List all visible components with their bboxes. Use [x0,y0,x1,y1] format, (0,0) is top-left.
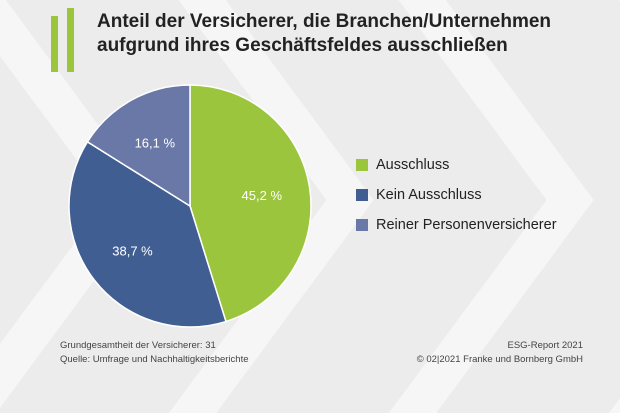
footer-source: Quelle: Umfrage und Nachhaltigkeitsberic… [60,354,249,365]
legend-label-ausschluss: Ausschluss [376,157,450,173]
legend-label-kein-ausschluss: Kein Ausschluss [376,187,482,203]
logo-bars [51,8,74,72]
footer-right: ESG-Report 2021 © 02|2021 Franke und Bor… [417,339,583,367]
chart-title-line-1: Anteil der Versicherer, die Branchen/Unt… [97,11,552,32]
pie-slice-reiner-personenversicherer [86,84,191,208]
pie-label-kein-ausschluss: 38,7 % [112,243,153,258]
pie-slice-kein-ausschluss [68,140,227,328]
legend-swatch-kein-ausschluss [356,189,368,201]
legend-item-ausschluss: Ausschluss [356,150,557,180]
legend-swatch-reiner-personenversicherer [356,219,368,231]
legend-item-reiner-personenversicherer: Reiner Personenversicherer [356,210,557,240]
footer-base-count: Grundgesamtheit der Versicherer: 31 [60,340,216,351]
chart-title: Anteil der Versicherer, die Branchen/Unt… [97,10,607,58]
pie-label-ausschluss: 45,2 % [242,188,283,203]
pie-label-reiner-personenversicherer: 16,1 % [135,135,176,150]
pie-slice-ausschluss [189,84,312,323]
footer-report-name: ESG-Report 2021 [507,340,583,351]
pie-chart: 45,2 % 38,7 % 16,1 % [68,84,312,328]
chart-title-line-2: aufgrund ihres Geschäftsfeldes ausschlie… [97,35,508,56]
legend-label-reiner-personenversicherer: Reiner Personenversicherer [376,217,557,233]
footer-left: Grundgesamtheit der Versicherer: 31 Quel… [60,339,249,367]
legend: Ausschluss Kein Ausschluss Reiner Person… [356,150,557,240]
footer-copyright: © 02|2021 Franke und Bornberg GmbH [416,354,583,365]
legend-swatch-ausschluss [356,159,368,171]
legend-item-kein-ausschluss: Kein Ausschluss [356,180,557,210]
